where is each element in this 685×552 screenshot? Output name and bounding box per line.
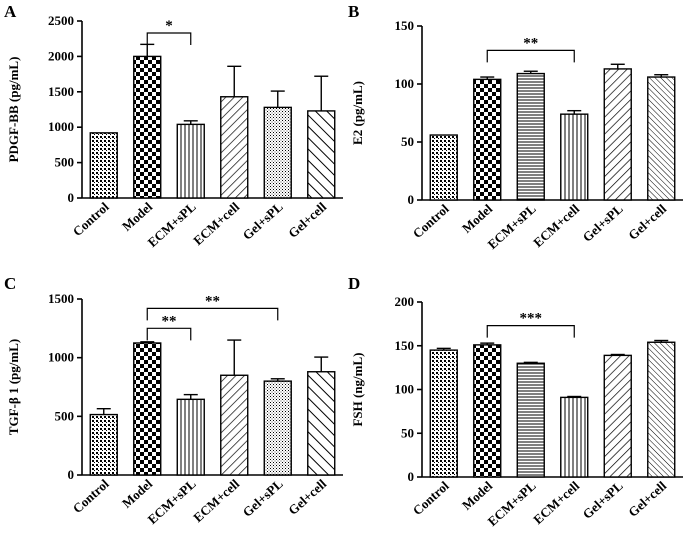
x-tick-label: Gel+sPL [580,201,626,245]
x-tick-label: ECM+sPL [145,476,199,527]
x-tick-label: Gel+cell [285,199,329,241]
significance-label: ** [162,313,177,329]
y-tick-label: 100 [395,382,415,397]
bar-control [429,134,458,201]
y-tick-label: 100 [395,76,415,91]
y-tick-label: 0 [408,469,415,484]
x-tick-label: ECM+sPL [485,201,539,252]
bar-ecm-cell [560,113,589,201]
x-tick-label: ECM+cell [190,199,242,248]
x-tick-label: Control [410,478,452,518]
bar-control [429,349,458,478]
bar-model [133,55,162,199]
y-axis-title: FSH (ng/mL) [350,352,365,426]
x-tick-label: ECM+cell [530,478,582,527]
x-tick-label: Gel+cell [285,476,329,518]
bar-ecm-spl [516,362,545,478]
y-tick-label: 2000 [48,48,74,63]
panel-letter: D [348,274,360,293]
x-tick-label: Gel+sPL [240,476,286,520]
x-tick-label: Control [70,476,112,516]
bar-control [89,413,118,476]
significance-bracket [146,307,279,321]
y-axis-title: TGF-β 1 (pg/mL) [6,339,21,435]
bar-gel-spl [603,68,632,201]
x-tick-label: ECM+sPL [485,478,539,529]
y-tick-label: 0 [408,192,415,207]
bar-model [473,344,502,478]
y-tick-label: 500 [55,155,75,170]
bar-ecm-spl [176,123,205,199]
significance-label: *** [520,311,543,327]
x-tick-label: Model [119,199,156,234]
y-tick-label: 200 [395,294,415,309]
significance-bracket [486,325,575,338]
chart-panel-b: B 0 50 100 150 E2 (pg/mL) Control ModelECM+sPLE… [348,2,683,252]
x-tick-label: Model [459,478,496,513]
y-tick-label: 1000 [48,119,74,134]
bar-ecm-spl [516,72,545,201]
y-tick-label: 50 [401,134,414,149]
bar-gel-spl [263,380,292,476]
panel-letter: A [4,2,17,21]
significance-label: * [165,18,173,34]
bar-control [89,132,118,199]
significance-label: ** [523,35,538,51]
x-tick-label: Model [119,476,156,511]
bar-gel-cell [307,371,336,476]
chart-panel-c: C 0 500 1000 1500 TGF-β 1 (pg/mL) Control Model… [4,274,343,527]
bar-ecm-cell [220,374,249,476]
chart-panel-a: A 0 500 1000 1500 2000 2500 PDGF-BB (pg/mL) Cont… [4,2,343,250]
x-tick-label: Model [459,201,496,236]
x-tick-label: ECM+cell [190,476,242,525]
y-axis-title: E2 (pg/mL) [350,81,365,145]
bar-gel-cell [307,110,336,199]
y-tick-label: 150 [395,338,415,353]
panel-letter: B [348,2,359,21]
significance-label: ** [205,293,220,309]
x-tick-label: Control [410,201,452,241]
bar-gel-spl [263,106,292,199]
x-tick-label: Gel+cell [625,201,669,243]
x-tick-label: Gel+sPL [580,478,626,522]
bar-gel-cell [647,76,676,201]
y-tick-label: 1500 [48,84,74,99]
significance-bracket [146,32,192,46]
x-tick-label: ECM+sPL [145,199,199,250]
y-tick-label: 0 [68,190,75,205]
bar-model [133,342,162,476]
y-tick-label: 1000 [48,350,74,365]
bar-model [473,78,502,201]
bar-gel-cell [647,341,676,478]
y-tick-label: 2500 [48,13,74,28]
y-axis-title: PDGF-BB (pg/mL) [6,57,21,163]
bar-gel-spl [603,354,632,478]
y-tick-label: 500 [55,408,75,423]
y-tick-label: 50 [401,425,414,440]
bar-ecm-cell [560,396,589,478]
x-tick-label: Gel+cell [625,478,669,520]
x-tick-label: Control [70,199,112,239]
x-tick-label: Gel+sPL [240,199,286,243]
bar-ecm-spl [176,398,205,476]
x-tick-label: ECM+cell [530,201,582,250]
bar-ecm-cell [220,96,249,199]
y-tick-label: 1500 [48,291,74,306]
y-tick-label: 150 [395,18,415,33]
y-tick-label: 0 [68,467,75,482]
significance-bracket [486,49,575,63]
panel-letter: C [4,274,16,293]
significance-bracket [146,327,192,341]
